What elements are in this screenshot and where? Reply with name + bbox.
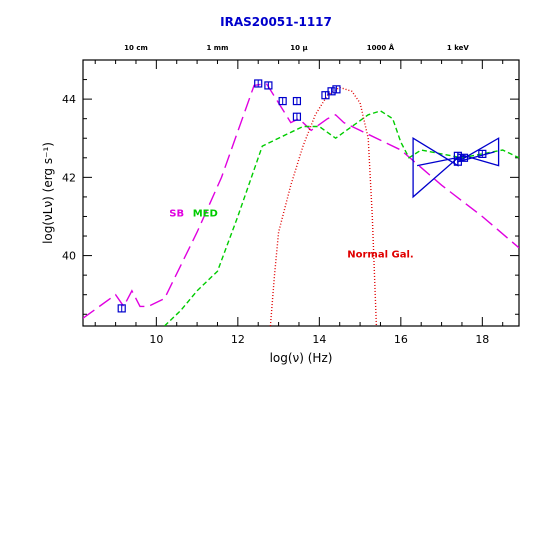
y-tick-labels: 40 42 44 [62, 93, 76, 262]
x-tick-label: 14 [312, 333, 326, 346]
annotation-label: MED [193, 208, 218, 219]
top-axis-label: 1 mm [207, 44, 229, 52]
x-tick-label: 16 [394, 333, 408, 346]
annotation-label: Normal Gal. [347, 250, 413, 261]
x-tick-labels: 10 12 14 16 18 [149, 333, 489, 346]
x-axis-label: log(ν) (Hz) [270, 351, 333, 365]
x-tick-label: 12 [231, 333, 245, 346]
top-axis-label: 10 cm [124, 44, 148, 52]
data-points [117, 79, 487, 313]
y-tick-label: 44 [62, 93, 76, 106]
series-line [164, 110, 519, 326]
xray-bowtie [412, 137, 459, 199]
plot-frame [82, 59, 520, 327]
x-tick-label: 18 [475, 333, 489, 346]
y-tick-label: 40 [62, 250, 76, 263]
xray-layer [412, 137, 500, 199]
top-axis-label: 10 μ [290, 44, 307, 52]
chart-title: IRAS20051-1117 [220, 15, 332, 29]
x-tick-label: 10 [149, 333, 163, 346]
top-axis-label: 1000 Å [367, 43, 395, 52]
top-axis-labels: 10 cm 1 mm 10 μ 1000 Å 1 keV [124, 43, 469, 52]
y-axis-label: log(νLν) (erg s⁻¹) [41, 142, 55, 244]
top-axis-label: 1 keV [447, 44, 470, 52]
y-tick-label: 42 [62, 171, 76, 184]
annotation-label: SB [169, 208, 184, 219]
series-line [269, 86, 378, 326]
annotations: SB MED Normal Gal. [169, 208, 413, 260]
axis-ticks [83, 59, 519, 326]
